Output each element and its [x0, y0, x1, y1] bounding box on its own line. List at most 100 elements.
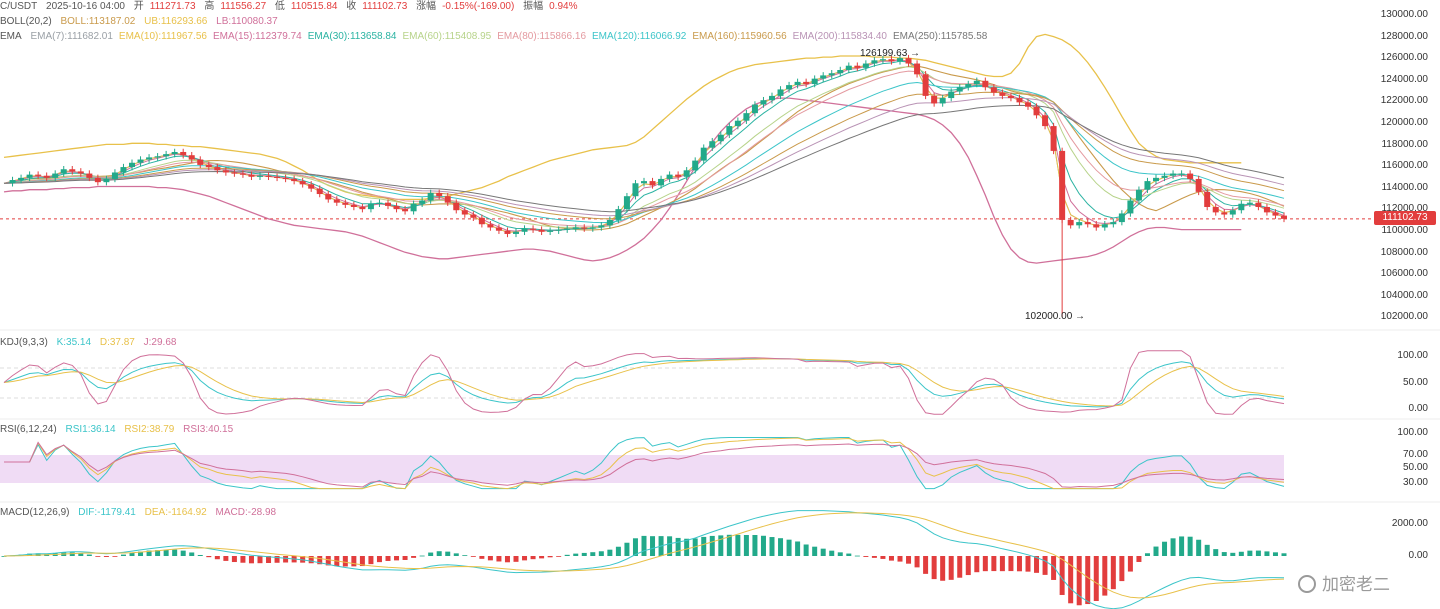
candle-body [427, 192, 434, 201]
candle-body [453, 202, 460, 211]
candle-body [257, 175, 263, 177]
macd-histogram-bar [163, 549, 169, 556]
high-label: 高 [204, 1, 215, 12]
macd-histogram-bar [547, 556, 553, 558]
macd-histogram-bar [1127, 556, 1133, 572]
macd-histogram-bar [530, 556, 536, 560]
candle-body [461, 210, 468, 215]
high-value: 111556.27 [220, 1, 267, 12]
candle-body [1263, 206, 1270, 213]
candle-body [615, 209, 622, 220]
candle-body [1255, 202, 1262, 207]
macd-histogram-bar [974, 556, 980, 573]
macd-histogram-bar [1204, 544, 1210, 556]
candle-body [905, 58, 912, 64]
axis-label: 0.00 [1408, 403, 1428, 414]
ema-legend: EMA EMA(7):111682.01 EMA(10):111967.56 EMA… [0, 31, 993, 43]
macd-dif: DIF:-1179.41 [78, 507, 136, 518]
ema-line [3, 81, 1285, 224]
macd-histogram-bar [871, 556, 877, 558]
candle-body [231, 172, 238, 174]
axis-label: 120000.00 [1380, 117, 1428, 128]
candle-body [325, 194, 332, 200]
macd-histogram-bar [129, 552, 135, 556]
macd-histogram-bar [1016, 556, 1022, 572]
macd-histogram-bar [138, 551, 144, 556]
candle-body [658, 178, 665, 186]
candle-body [888, 59, 895, 62]
axis-label: 50.00 [1402, 377, 1428, 388]
candle-body [1076, 222, 1083, 226]
candle-body [1007, 95, 1014, 99]
candle-body [239, 173, 246, 175]
ema-legend-item: EMA(80):115866.16 [497, 31, 587, 42]
candle-body [1067, 219, 1074, 226]
candle-body [777, 89, 784, 96]
macd-histogram-bar [1281, 553, 1287, 556]
candle-body [922, 74, 929, 96]
candle-body [214, 167, 221, 171]
macd-histogram-bar [820, 548, 826, 556]
candle-body [862, 63, 869, 68]
candle-body [547, 230, 554, 232]
candle-body [820, 75, 827, 79]
candle-body [77, 171, 84, 174]
watermark-text: 加密老二 [1322, 575, 1390, 594]
ema-line [3, 59, 1285, 232]
macd-histogram-bar [411, 556, 417, 558]
watermark: 加密老二 [1298, 570, 1390, 595]
ema-legend-item: EMA(15):112379.74 [212, 31, 302, 42]
candle-body [274, 176, 281, 178]
candle-body [555, 229, 562, 231]
macd-histogram-bar [607, 549, 613, 556]
macd-histogram-bar [581, 552, 587, 556]
candle-body [675, 174, 682, 177]
macd-histogram-bar [214, 556, 220, 560]
macd-histogram-bar [991, 556, 997, 572]
macd-histogram-bar [590, 552, 596, 556]
candle-body [606, 219, 613, 226]
axis-label: 116000.00 [1381, 160, 1428, 172]
candle-body [837, 70, 844, 74]
candle-body [1084, 222, 1091, 225]
axis-label: 124000.00 [1380, 73, 1428, 85]
boll-mid-band [3, 65, 1285, 231]
candle-body [282, 177, 289, 180]
candle-body [111, 172, 118, 179]
candle-body [632, 183, 639, 197]
candle-body [52, 173, 59, 178]
macd-histogram-bar [1255, 550, 1261, 556]
macd-histogram-bar [888, 556, 894, 561]
macd-histogram-bar [95, 556, 101, 557]
macd-histogram-bar [1213, 549, 1219, 556]
kdj-j: J:29.68 [143, 337, 177, 348]
candle-body [350, 204, 357, 207]
candle-body [828, 73, 835, 76]
macd-histogram-bar [27, 553, 33, 556]
macd-histogram-bar [1153, 546, 1159, 556]
candle-body [69, 169, 76, 172]
candle-body [342, 202, 349, 205]
macd-histogram-bar [257, 556, 263, 564]
rsi-3-line [4, 441, 1285, 488]
macd-histogram-bar [539, 556, 545, 559]
ema-line [3, 97, 1285, 217]
candle-body [1127, 200, 1134, 214]
candle-body [43, 175, 50, 178]
macd-histogram-bar [1, 556, 7, 557]
candle-body [760, 100, 767, 105]
macd-histogram-bar [248, 556, 254, 564]
rsi-label: RSI(6,12,24) [0, 424, 57, 435]
close-value: 111102.73 [362, 1, 408, 12]
macd-histogram-bar [172, 549, 178, 556]
low-annotation-value: 102000.00 [1025, 311, 1073, 322]
macd-histogram-bar [394, 556, 400, 561]
macd-histogram-bar [880, 556, 886, 559]
candle-body [845, 65, 852, 71]
macd-histogram-bar [479, 556, 485, 559]
pair-label: C/USDT [0, 1, 38, 12]
macd-histogram-bar [965, 556, 971, 576]
macd-histogram-bar [522, 556, 528, 561]
